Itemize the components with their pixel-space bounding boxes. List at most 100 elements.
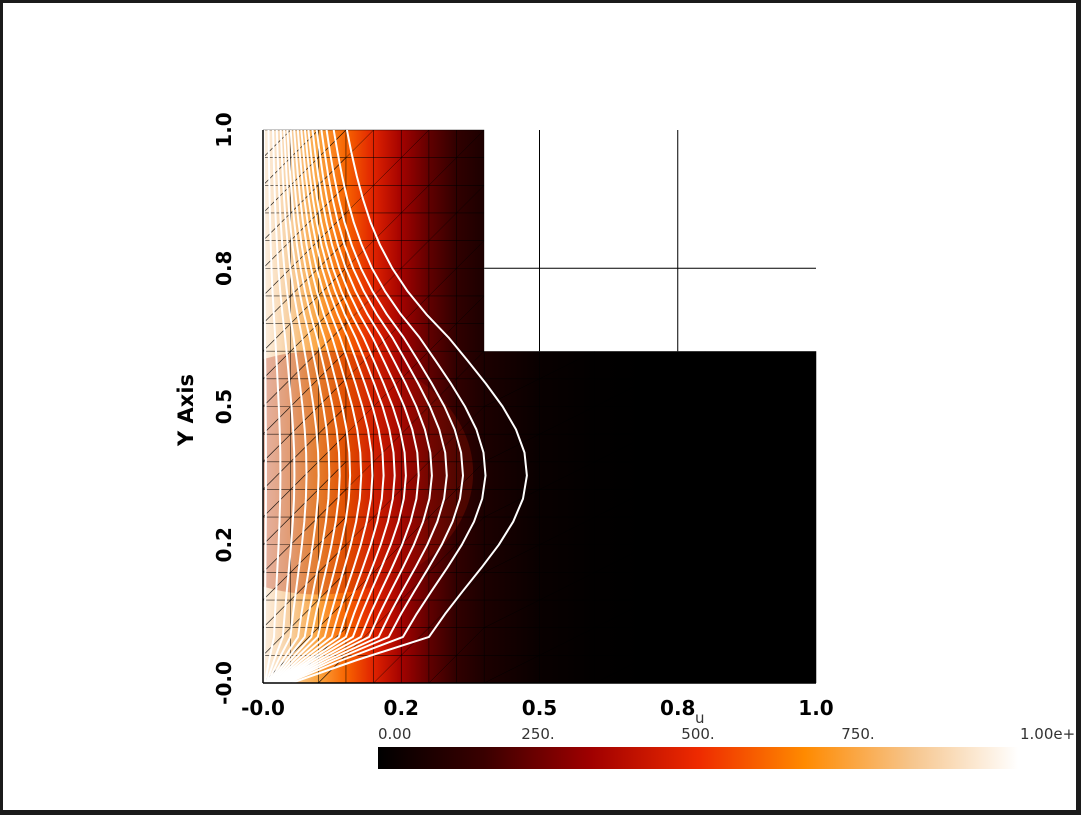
mesh-diagonal [760,406,817,435]
x-tick-label: 0.2 [384,696,419,720]
contour-line [291,130,528,683]
mesh-diagonal [539,516,595,545]
mesh-diagonal [760,516,817,545]
mesh-diagonal [649,406,706,435]
colorbar-tick-labels: 0.00 250. 500. 750. 1.00e+ [378,725,1075,743]
mesh-diagonal [290,433,319,463]
mesh-diagonal [401,351,430,380]
contour-line [268,130,320,683]
y-tick-label: 0.5 [212,389,236,424]
mesh-diagonal [649,350,706,380]
contour-line [270,130,341,683]
mesh-diagonal [594,489,651,518]
mesh-diagonal [428,433,457,462]
mesh-wireframe [262,129,817,684]
excluded-region-fill [484,130,816,352]
x-tick-label: 1.0 [798,696,833,720]
y-axis-title: Y Axis [174,374,198,447]
contour-line [279,130,420,683]
mesh-diagonal [373,599,402,628]
contour-line [265,130,296,683]
x-tick-label: 0.8 [660,696,695,720]
mesh-diagonal [760,572,817,601]
mesh-diagonal [705,655,761,684]
mesh-diagonal [290,599,319,628]
mesh-diagonal [318,406,347,435]
mesh-diagonal [649,572,706,601]
mesh-diagonal [539,406,595,435]
mesh-diagonal [428,268,457,297]
mesh-diagonal [318,489,347,518]
plot-canvas: -0.0 0.2 0.5 0.8 1.0-0.00.20.50.81.0 Y Axis … [174,112,1075,769]
mesh-diagonal [401,185,430,214]
y-tick-label: 0.2 [212,527,236,562]
mesh-diagonal [262,433,291,463]
mesh-diagonal [484,433,540,463]
mesh-diagonal [456,516,485,545]
mesh-diagonal [318,129,347,158]
mesh-diagonal [428,212,457,241]
excluded-region [484,130,816,352]
mesh-diagonal [484,378,540,407]
contour-line [274,130,374,683]
mesh-diagonal [539,350,595,380]
colorbar-tick-label: 500. [681,725,714,743]
mesh-diagonal [290,461,319,490]
mesh-diagonal [290,544,319,573]
mesh-diagonal [262,516,291,545]
mesh-diagonal [401,129,430,158]
colorbar-tick-label: 1.00e+ [1020,725,1075,743]
contour-line [272,130,363,683]
mesh-diagonal [262,544,291,573]
mesh-diagonal [318,295,347,324]
colorbar: u 0.00 250. 500. 750. 1.00e+ [378,709,1075,769]
mesh-diagonal [760,461,817,490]
mesh-diagonal [484,544,540,573]
mesh-diagonal [401,516,430,545]
mesh-diagonal [262,406,291,435]
axes [262,130,816,684]
mesh-diagonal [262,461,291,490]
mesh-diagonal [456,406,485,435]
mesh-diagonal [290,268,319,297]
mesh-diagonal [373,433,402,462]
mesh-diagonal [345,406,374,435]
mesh-diagonal [401,572,430,601]
mesh-diagonal [705,378,761,407]
mesh-diagonal [262,627,291,656]
mesh-diagonal [373,268,402,297]
mesh-diagonal [262,489,291,518]
mesh-diagonal [262,295,291,324]
mesh-diagonal [428,323,457,352]
mesh-diagonal [345,516,374,545]
mesh-diagonal [373,544,402,573]
mesh-diagonal [705,433,761,463]
mesh-diagonal [318,433,347,463]
mesh-diagonal [594,599,651,628]
mesh-diagonal [594,544,651,573]
contour-line [276,130,396,683]
contour-line [277,130,407,683]
mesh-diagonal [428,544,457,573]
mesh-diagonal [705,489,761,518]
x-tick-label: -0.0 [241,696,285,720]
contour-line [263,130,282,683]
mesh-diagonal [318,461,347,490]
mesh-diagonal [318,544,347,573]
contour-line [284,130,464,683]
mesh-diagonal [539,627,595,656]
mesh-diagonal [262,378,291,407]
mesh-diagonal [705,599,761,628]
contour-line [271,130,352,683]
mesh-diagonal [649,627,706,656]
mesh-diagonal [345,351,374,380]
mesh-diagonal [456,129,485,158]
render-view: -0.0 0.2 0.5 0.8 1.0 -0.0 0.2 0.5 0.8 1.0 Y Axis … [3,3,1076,810]
mesh-diagonal [705,544,761,573]
x-tick-label: 0.5 [522,696,557,720]
mesh-diagonal [290,627,319,656]
mesh-diagonal [456,240,485,269]
mesh-diagonal [456,295,485,324]
y-tick-label: 1.0 [212,112,236,147]
mesh-diagonal [262,185,291,214]
